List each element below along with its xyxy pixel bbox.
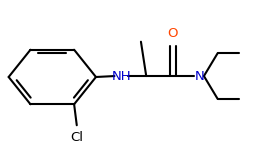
Text: NH: NH	[111, 70, 131, 83]
Text: N: N	[194, 70, 204, 83]
Text: O: O	[167, 27, 178, 40]
Text: Cl: Cl	[70, 131, 83, 144]
